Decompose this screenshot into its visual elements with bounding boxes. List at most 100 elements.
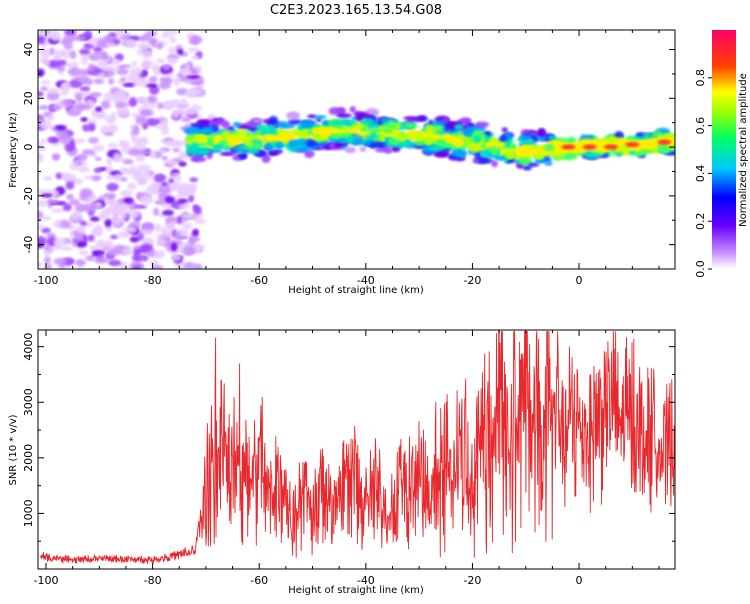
spectral-signal-blob: [334, 142, 343, 148]
spectral-noise-blob: [128, 201, 138, 211]
spectral-signal-blob: [252, 118, 262, 123]
spectral-noise-blob: [106, 157, 113, 166]
spectral-noise-blob: [108, 201, 121, 212]
spectral-noise-blob: [134, 204, 148, 209]
spectral-noise-blob: [183, 63, 191, 74]
spectral-noise-blob: [163, 140, 176, 147]
spectral-noise-blob: [97, 241, 107, 250]
spectral-noise-blob: [161, 155, 168, 161]
spectral-noise-blob: [135, 153, 146, 163]
spectral-noise-blob: [142, 98, 150, 109]
spectral-noise-blob: [79, 220, 87, 227]
spectral-noise-blob: [63, 35, 76, 42]
spectral-signal-blob: [331, 137, 347, 143]
spectral-noise-blob: [108, 259, 122, 267]
spectral-signal-blob: [552, 145, 564, 153]
spectral-noise-blob: [110, 58, 121, 66]
spectral-noise-blob: [155, 234, 164, 239]
spectral-signal-blob: [544, 161, 553, 166]
spectral-noise-blob: [120, 190, 133, 197]
spectral-noise-blob: [156, 102, 164, 110]
spectral-noise-blob: [140, 61, 151, 69]
spectral-noise-blob: [172, 147, 181, 153]
spectral-peak-blob: [657, 139, 672, 145]
spectral-signal-blob: [365, 108, 380, 117]
spectral-noise-blob: [167, 159, 176, 165]
spectral-signal-blob: [223, 145, 231, 152]
spectral-signal-blob: [299, 119, 315, 128]
spectral-signal-blob: [196, 119, 211, 125]
spectral-noise-blob: [41, 193, 53, 198]
spectral-signal-blob: [366, 124, 382, 130]
spectral-noise-blob: [173, 172, 182, 183]
spectral-noise-blob: [182, 222, 193, 230]
spectral-signal-blob: [212, 143, 225, 151]
spectral-signal-blob: [349, 106, 357, 113]
spectral-signal-blob: [316, 135, 327, 141]
spectral-signal-blob: [190, 142, 199, 150]
spectral-noise-blob: [88, 53, 101, 62]
spectral-noise-blob: [57, 59, 67, 66]
spectral-noise-blob: [126, 209, 140, 219]
spectral-signal-blob: [226, 135, 241, 142]
spectral-noise-blob: [169, 186, 183, 191]
spectral-noise-blob: [168, 46, 176, 55]
spectral-noise-blob: [69, 50, 77, 60]
spectral-signal-blob: [250, 148, 260, 154]
spectral-signal-blob: [519, 135, 533, 141]
spectral-signal-blob: [311, 129, 323, 134]
spectral-noise-blob: [94, 156, 102, 162]
spectral-signal-blob: [488, 146, 498, 152]
spectral-noise-blob: [80, 117, 88, 122]
spectral-noise-blob: [116, 102, 129, 108]
spectral-noise-blob: [80, 55, 89, 66]
spectral-signal-blob: [527, 162, 540, 167]
spectral-noise-blob: [167, 57, 178, 65]
spectral-signal-blob: [190, 156, 207, 163]
spectral-noise-blob: [170, 242, 178, 252]
spectral-noise-blob: [91, 144, 105, 152]
spectral-noise-blob: [38, 68, 45, 77]
spectral-noise-blob: [117, 231, 131, 239]
spectral-noise-blob: [87, 123, 96, 132]
spectral-noise-blob: [67, 67, 81, 76]
spectral-noise-blob: [96, 39, 110, 49]
spectral-noise-blob: [43, 176, 53, 181]
spectral-noise-blob: [50, 137, 61, 143]
spectral-noise-blob: [74, 203, 88, 213]
spectral-noise-blob: [116, 106, 130, 117]
spectral-signal-blob: [453, 150, 467, 158]
spectral-signal-blob: [442, 116, 450, 122]
spectral-signal-blob: [424, 124, 434, 134]
spectral-noise-blob: [38, 36, 46, 45]
spectral-noise-blob: [123, 197, 135, 204]
y-tick-label: 2000: [22, 444, 35, 472]
y-tick-label: 0: [22, 144, 35, 151]
spectral-noise-blob: [44, 263, 52, 269]
spectral-noise-blob: [88, 63, 95, 72]
spectral-noise-blob: [69, 198, 81, 206]
spectral-noise-blob: [128, 97, 137, 107]
spectral-noise-blob: [38, 224, 45, 230]
spectral-signal-blob: [243, 136, 252, 141]
spectral-noise-blob: [108, 123, 118, 133]
spectral-noise-blob: [174, 231, 182, 239]
spectral-noise-blob: [46, 199, 59, 204]
spectral-signal-blob: [319, 127, 329, 136]
spectral-noise-blob: [53, 257, 68, 266]
spectral-signal-blob: [336, 113, 352, 118]
spectral-peak-blob: [561, 144, 576, 150]
spectral-noise-blob: [55, 172, 64, 180]
spectral-noise-blob: [75, 75, 90, 84]
spectral-signal-blob: [499, 135, 507, 142]
spectral-signal-blob: [618, 144, 631, 154]
spectral-noise-blob: [119, 77, 127, 82]
spectral-signal-blob: [379, 134, 386, 142]
snr-panel: -100 -80 -60 -40 -20 0 1000 2000 3000 4000 Height…: [8, 329, 676, 596]
spectral-signal-blob: [344, 147, 357, 154]
spectral-noise-blob: [188, 47, 200, 53]
spectral-signal-blob: [474, 121, 490, 128]
spectral-signal-blob: [369, 141, 386, 149]
spectral-noise-blob: [73, 138, 86, 144]
